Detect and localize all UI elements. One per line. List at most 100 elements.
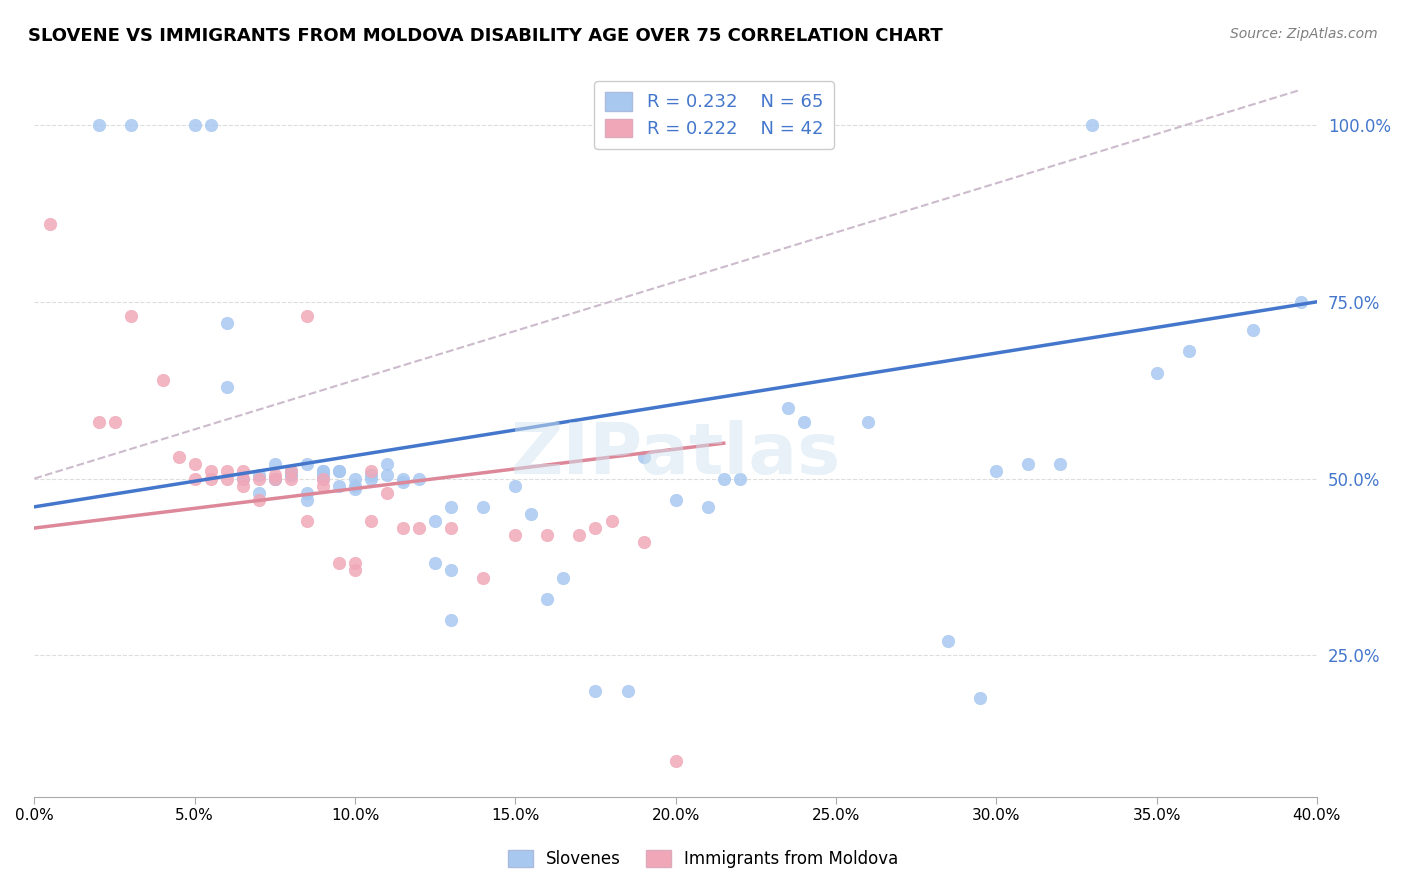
Point — [633, 535, 655, 549]
Point — [247, 492, 270, 507]
Point — [408, 521, 430, 535]
Point — [1289, 294, 1312, 309]
Point — [343, 471, 366, 485]
Point — [328, 465, 350, 479]
Point — [472, 570, 495, 584]
Point — [232, 471, 254, 485]
Point — [472, 500, 495, 514]
Point — [776, 401, 799, 415]
Point — [183, 458, 205, 472]
Point — [392, 475, 415, 489]
Point — [152, 373, 174, 387]
Point — [312, 478, 335, 492]
Point — [295, 514, 318, 528]
Point — [232, 478, 254, 492]
Point — [343, 557, 366, 571]
Point — [232, 465, 254, 479]
Text: Source: ZipAtlas.com: Source: ZipAtlas.com — [1230, 27, 1378, 41]
Point — [728, 471, 751, 485]
Point — [39, 217, 62, 231]
Point — [425, 557, 447, 571]
Point — [553, 570, 575, 584]
Point — [1177, 344, 1199, 359]
Point — [856, 415, 879, 429]
Point — [215, 465, 238, 479]
Point — [665, 755, 688, 769]
Point — [263, 468, 285, 483]
Point — [505, 528, 527, 542]
Point — [1146, 366, 1168, 380]
Point — [936, 634, 959, 648]
Point — [360, 471, 382, 485]
Point — [969, 690, 991, 705]
Point — [585, 521, 607, 535]
Point — [312, 465, 335, 479]
Point — [1049, 458, 1071, 472]
Point — [408, 471, 430, 485]
Point — [328, 465, 350, 479]
Point — [328, 557, 350, 571]
Point — [633, 450, 655, 465]
Point — [343, 564, 366, 578]
Point — [200, 118, 222, 132]
Point — [793, 415, 815, 429]
Point — [312, 468, 335, 483]
Point — [440, 613, 463, 627]
Point — [215, 379, 238, 393]
Point — [263, 471, 285, 485]
Point — [312, 471, 335, 485]
Legend: R = 0.232    N = 65, R = 0.222    N = 42: R = 0.232 N = 65, R = 0.222 N = 42 — [595, 81, 834, 149]
Point — [665, 492, 688, 507]
Point — [375, 468, 398, 483]
Point — [392, 471, 415, 485]
Point — [215, 471, 238, 485]
Point — [120, 309, 142, 323]
Point — [280, 465, 302, 479]
Point — [600, 514, 623, 528]
Point — [343, 482, 366, 496]
Point — [713, 471, 735, 485]
Point — [520, 507, 543, 521]
Point — [263, 471, 285, 485]
Point — [696, 500, 718, 514]
Point — [247, 485, 270, 500]
Point — [425, 514, 447, 528]
Legend: Slovenes, Immigrants from Moldova: Slovenes, Immigrants from Moldova — [501, 843, 905, 875]
Point — [103, 415, 125, 429]
Point — [1017, 458, 1039, 472]
Text: SLOVENE VS IMMIGRANTS FROM MOLDOVA DISABILITY AGE OVER 75 CORRELATION CHART: SLOVENE VS IMMIGRANTS FROM MOLDOVA DISAB… — [28, 27, 943, 45]
Point — [343, 478, 366, 492]
Point — [295, 485, 318, 500]
Point — [360, 465, 382, 479]
Point — [1241, 323, 1264, 337]
Point — [215, 316, 238, 330]
Point — [375, 485, 398, 500]
Point — [167, 450, 190, 465]
Point — [280, 468, 302, 483]
Point — [440, 564, 463, 578]
Point — [312, 465, 335, 479]
Point — [295, 492, 318, 507]
Point — [536, 528, 558, 542]
Point — [263, 458, 285, 472]
Point — [232, 471, 254, 485]
Point — [536, 591, 558, 606]
Point — [568, 528, 591, 542]
Point — [360, 468, 382, 483]
Point — [87, 118, 110, 132]
Point — [247, 471, 270, 485]
Point — [375, 458, 398, 472]
Point — [280, 465, 302, 479]
Point — [1081, 118, 1104, 132]
Point — [120, 118, 142, 132]
Point — [183, 118, 205, 132]
Point — [585, 683, 607, 698]
Point — [440, 521, 463, 535]
Point — [328, 478, 350, 492]
Point — [312, 471, 335, 485]
Point — [392, 521, 415, 535]
Point — [616, 683, 638, 698]
Point — [986, 465, 1008, 479]
Point — [440, 500, 463, 514]
Point — [183, 471, 205, 485]
